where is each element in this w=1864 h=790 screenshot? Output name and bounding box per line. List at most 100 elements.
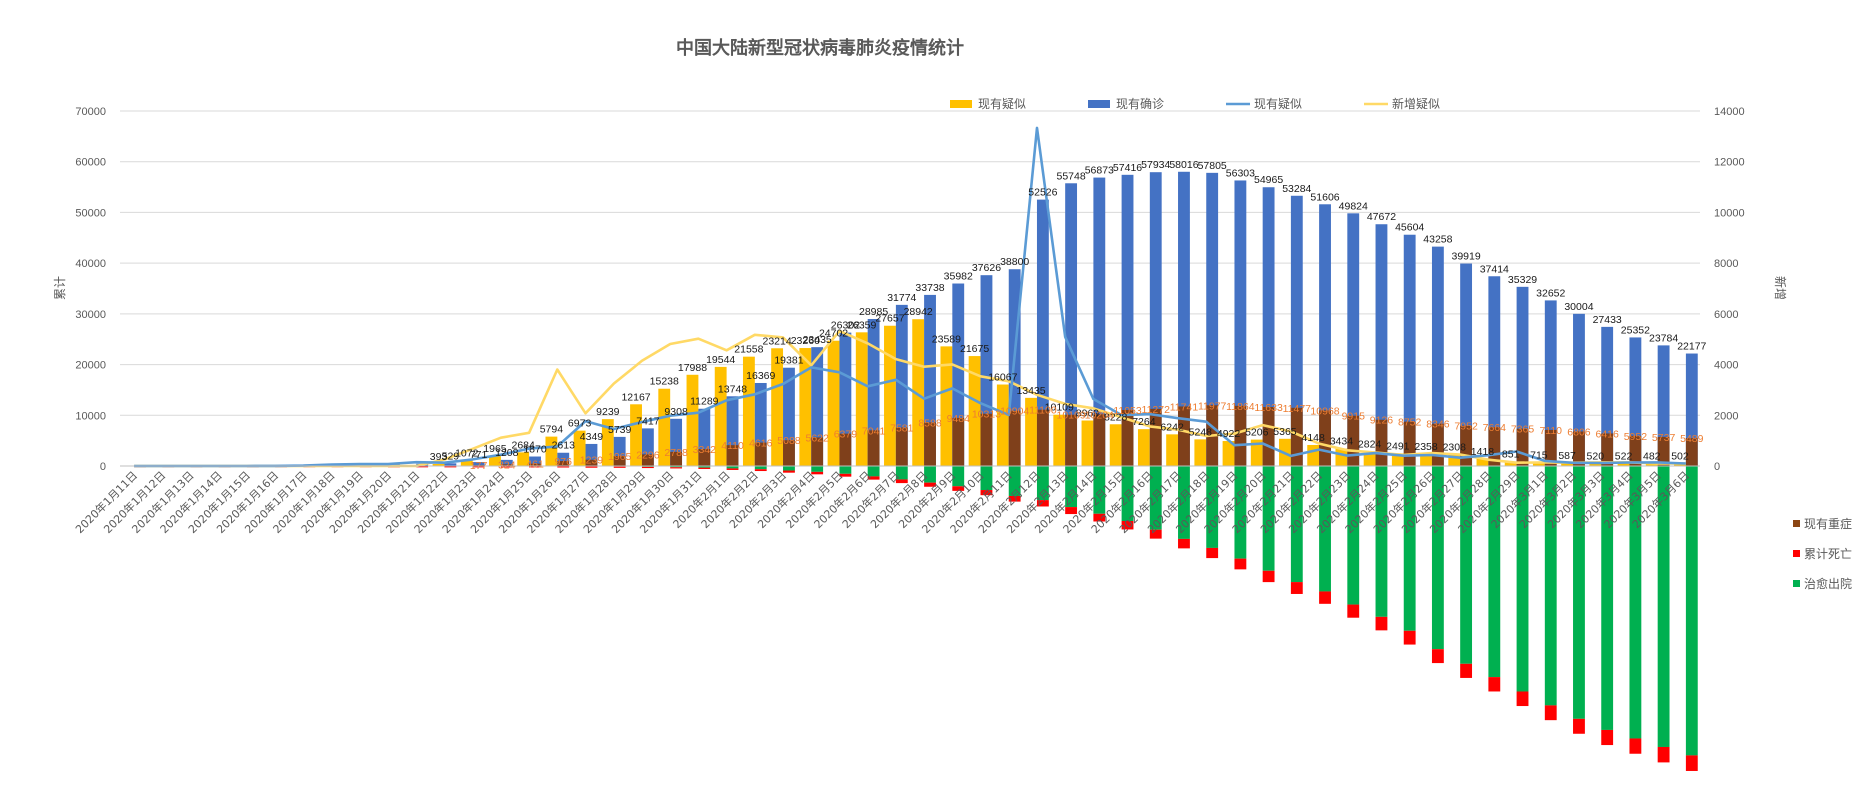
bar-deaths xyxy=(1516,691,1529,707)
legend-item[interactable]: 累计死亡 xyxy=(1793,547,1852,561)
bar-current-confirmed xyxy=(1657,345,1670,466)
data-label: 7417 xyxy=(636,415,660,427)
data-label: 2491 xyxy=(1386,440,1410,452)
bar-cured xyxy=(1262,466,1275,571)
y-right-tick-label: 10000 xyxy=(1714,207,1745,219)
data-label-severe: 7581 xyxy=(890,423,914,435)
bar-deaths xyxy=(867,476,880,480)
data-label: 2613 xyxy=(552,440,576,452)
data-label: 6973 xyxy=(568,418,592,430)
data-label: 49824 xyxy=(1339,200,1368,212)
bar-cured xyxy=(1375,466,1388,617)
legend-item[interactable]: 现有重症 xyxy=(1793,516,1852,531)
data-label-severe: 7952 xyxy=(1454,421,1478,433)
bar-cured xyxy=(1573,466,1585,719)
bar-deaths xyxy=(641,466,654,469)
data-label-severe: 10204 xyxy=(1085,409,1114,421)
data-label-severe: 8752 xyxy=(1398,417,1422,429)
bar-deaths xyxy=(1093,513,1106,522)
bar-current-severe xyxy=(698,449,711,466)
bar-deaths xyxy=(1008,495,1021,502)
data-label: 393 xyxy=(430,451,448,463)
data-label-severe: 461 xyxy=(526,459,544,471)
data-label-severe: 9484 xyxy=(947,413,971,425)
data-label: 2358 xyxy=(1414,441,1438,453)
y-left-axis-title: 累计 xyxy=(53,276,67,300)
bar-deaths xyxy=(670,467,683,469)
bar-current-suspected xyxy=(799,348,812,466)
bar-current-suspected xyxy=(1250,439,1263,466)
bar-current-severe xyxy=(1234,405,1247,466)
bar-current-confirmed xyxy=(1685,353,1698,466)
bar-current-severe xyxy=(1178,406,1190,466)
bar-deaths xyxy=(1657,746,1670,763)
y-left-tick-label: 60000 xyxy=(75,157,106,169)
legend-swatch-bar xyxy=(1088,100,1110,108)
data-label: 56303 xyxy=(1226,167,1255,179)
data-label: 9239 xyxy=(596,406,620,418)
bar-deaths xyxy=(416,466,429,468)
data-label: 43258 xyxy=(1423,234,1452,246)
bar-current-suspected xyxy=(1166,434,1179,466)
data-label-severe: 976 xyxy=(554,456,572,468)
bar-current-suspected xyxy=(855,332,868,466)
legend-item[interactable]: 现有疑似 xyxy=(950,96,1026,111)
bar-current-suspected xyxy=(1589,463,1602,466)
legend-label: 治愈出院 xyxy=(1804,576,1852,591)
bar-current-suspected xyxy=(714,366,727,466)
y-right-tick-label: 6000 xyxy=(1714,309,1738,321)
data-label-severe: 6416 xyxy=(1595,428,1619,440)
data-label: 47672 xyxy=(1367,211,1396,223)
y-left-tick-label: 20000 xyxy=(75,360,106,372)
bar-deaths xyxy=(585,466,598,468)
data-label-severe: 4616 xyxy=(749,438,773,450)
bar-cured xyxy=(1121,466,1134,521)
bar-current-confirmed xyxy=(1573,313,1585,466)
bar-deaths xyxy=(613,466,626,468)
data-label-severe: 10313 xyxy=(972,409,1001,421)
bar-current-severe xyxy=(557,461,570,466)
data-label: 23589 xyxy=(932,333,961,345)
y-right-axis-title: 新增 xyxy=(1773,276,1788,300)
legend-swatch-bar xyxy=(1793,550,1800,557)
bar-cured xyxy=(1290,466,1303,583)
data-label: 1870 xyxy=(523,444,547,456)
legend-item[interactable]: 现有确诊 xyxy=(1088,97,1164,111)
legend-item[interactable]: 新增疑似 xyxy=(1364,96,1440,111)
bar-deaths xyxy=(1178,538,1190,549)
data-label-severe: 5489 xyxy=(1680,433,1704,445)
bar-current-severe xyxy=(500,464,513,466)
bar-current-suspected xyxy=(658,388,671,466)
legend-item[interactable]: 治愈出院 xyxy=(1793,576,1852,591)
data-label-severe: 8346 xyxy=(1426,419,1450,431)
bar-current-severe xyxy=(1375,419,1388,466)
legend-item[interactable]: 现有疑似 xyxy=(1226,96,1302,111)
bar-cured xyxy=(754,466,767,470)
bar-current-severe xyxy=(1544,429,1557,466)
data-label-severe: 5622 xyxy=(805,432,829,444)
data-label-severe: 9126 xyxy=(1370,415,1394,427)
bar-current-confirmed xyxy=(472,462,485,466)
bar-current-severe xyxy=(924,422,936,466)
data-label-severe: 11741 xyxy=(1170,401,1199,413)
bar-current-suspected xyxy=(630,404,642,466)
data-label: 23214 xyxy=(763,335,792,347)
bar-current-confirmed xyxy=(529,456,541,466)
bar-current-suspected xyxy=(884,325,896,466)
data-label-severe: 11633 xyxy=(1254,402,1283,414)
bar-cured xyxy=(1234,466,1247,559)
data-label-severe: 324 xyxy=(498,459,516,471)
data-label: 23435 xyxy=(803,334,832,346)
bar-current-confirmed xyxy=(1516,286,1529,466)
data-label: 502 xyxy=(1671,450,1689,462)
data-label: 51606 xyxy=(1310,191,1339,203)
data-label: 37626 xyxy=(972,262,1001,274)
data-label: 53284 xyxy=(1282,183,1311,195)
data-label: 851 xyxy=(1502,449,1520,461)
bar-current-confirmed xyxy=(613,436,626,466)
bar-current-severe xyxy=(1431,423,1444,466)
bar-current-severe xyxy=(1319,410,1331,466)
bar-cured xyxy=(952,466,965,487)
bar-current-suspected xyxy=(573,430,586,466)
